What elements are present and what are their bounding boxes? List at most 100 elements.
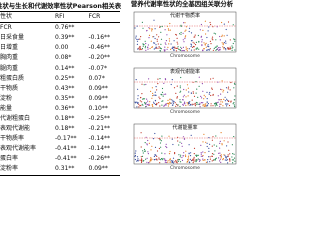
snp-dot (184, 36, 186, 38)
snp-dot (167, 102, 169, 104)
snp-dot (156, 150, 159, 152)
snp-dot (163, 104, 165, 106)
snp-dot (179, 49, 181, 51)
snp-dot (190, 32, 193, 34)
snp-dot (221, 89, 223, 91)
snp-dot (143, 84, 145, 86)
snp-dot (175, 92, 177, 94)
snp-dot (205, 46, 207, 48)
snp-dot (144, 150, 146, 152)
snp-dot (144, 142, 146, 144)
snp-dot (188, 91, 190, 93)
snp-dot (222, 158, 224, 160)
snp-dot (140, 146, 142, 148)
snp-dot (157, 43, 159, 45)
snp-dot (181, 47, 183, 50)
snp-dot (134, 154, 136, 157)
snp-dot (182, 103, 184, 106)
snp-dot (225, 159, 227, 161)
table-cell: 0.09** (86, 164, 120, 176)
snp-dot (182, 99, 184, 101)
snp-dot (180, 25, 182, 27)
snp-dot (204, 152, 206, 154)
snp-dot (177, 136, 179, 138)
snp-dot (186, 48, 188, 50)
snp-dot (212, 39, 214, 41)
snp-dot (204, 159, 206, 161)
snp-dot (197, 34, 199, 37)
snp-dot (173, 40, 175, 42)
snp-dot (153, 155, 155, 158)
snp-dot (180, 31, 182, 34)
snp-dot (206, 101, 208, 103)
snp-dot (140, 36, 142, 38)
snp-dot (210, 105, 212, 107)
snp-dot (190, 152, 192, 154)
snp-dot (181, 156, 183, 159)
snp-dot (198, 40, 200, 43)
snp-dot (200, 153, 202, 155)
snp-dot (162, 95, 164, 97)
snp-dot (179, 161, 182, 163)
snp-dot (147, 139, 149, 142)
snp-dot (219, 39, 221, 41)
snp-dot (142, 160, 144, 162)
snp-dot (216, 26, 218, 28)
snp-dot (200, 155, 202, 157)
snp-dot (216, 145, 218, 147)
table-cell: 0.18** (55, 114, 75, 122)
plots-section: 营养代谢率性状的全基因组关联分析 代谢干物质率 Chromosome 表观代谢能率 C… (124, 0, 240, 180)
table-row: 胸肉重 0.08* -0.20** (0, 53, 120, 63)
snp-dot (146, 144, 148, 146)
table-cell: -0.14** (88, 135, 111, 143)
snp-dot (139, 45, 141, 48)
snp-dot (233, 136, 235, 138)
snp-dot (172, 100, 174, 102)
snp-dot (172, 46, 174, 48)
snp-dot (180, 33, 182, 35)
snp-dot (179, 141, 181, 143)
snp-dot (197, 158, 199, 160)
table-cell: 粗蛋白质 (0, 74, 25, 82)
snp-dot (165, 161, 167, 164)
snp-dot (137, 102, 139, 104)
table-row: 粗蛋白质 0.25** 0.07* (0, 74, 120, 84)
snp-dot (176, 97, 178, 99)
snp-dot (154, 37, 156, 40)
snp-dot (134, 155, 136, 158)
snp-dot (209, 48, 211, 50)
snp-dot (193, 147, 196, 149)
table-row: 日增重 0.00 -0.46** (0, 43, 120, 53)
snp-dot (219, 142, 221, 144)
snp-dot (159, 105, 161, 107)
snp-dot (165, 40, 167, 42)
snp-dot (180, 24, 182, 26)
snp-dot (174, 153, 176, 155)
snp-dot (196, 88, 198, 90)
snp-dot (156, 155, 158, 157)
snp-dot (164, 49, 166, 51)
snp-dot (136, 43, 138, 46)
table-cell: 0.36** (55, 104, 75, 112)
snp-dot (201, 97, 203, 99)
snp-dot (225, 103, 227, 105)
snp-dot (220, 157, 222, 159)
snp-dot (210, 43, 212, 45)
table-cell: 腿肉重 (0, 64, 19, 72)
snp-dot (140, 156, 142, 158)
snp-dot (192, 162, 194, 164)
snp-dot (233, 102, 235, 104)
snp-dot (182, 32, 184, 34)
snp-dot (142, 104, 144, 106)
snp-dot (180, 101, 182, 103)
snp-dot (137, 98, 139, 100)
snp-dot (219, 103, 221, 105)
snp-dot (232, 103, 234, 105)
snp-dot (206, 105, 208, 107)
snp-dot (189, 158, 191, 160)
snp-dot (146, 46, 149, 48)
panel-label: 代谢干物质率 (170, 12, 200, 19)
table-row: 蛋白率 -0.41** -0.26** (0, 154, 120, 164)
snp-dot (183, 50, 185, 52)
snp-dot (208, 93, 210, 95)
